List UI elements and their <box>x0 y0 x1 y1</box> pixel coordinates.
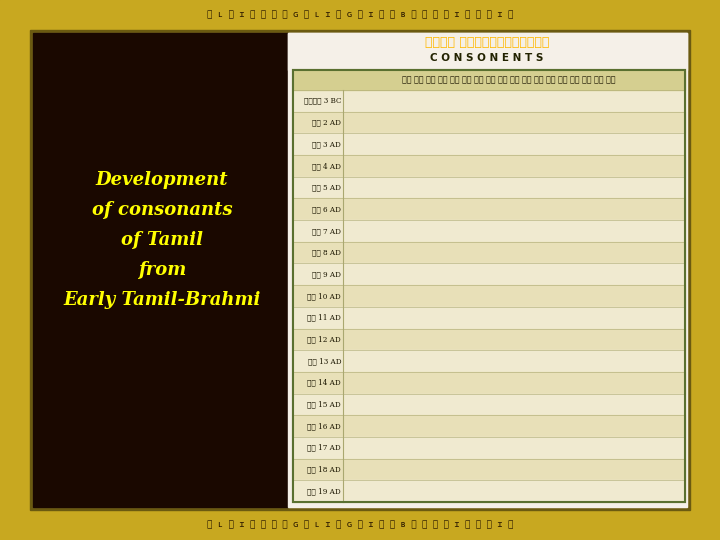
Text: கி 9 AD: கி 9 AD <box>312 271 341 278</box>
Text: கி 10 AD: கி 10 AD <box>307 292 341 300</box>
Bar <box>293 372 685 394</box>
Bar <box>288 33 687 70</box>
Text: of consonants: of consonants <box>91 201 233 219</box>
Bar <box>293 70 685 502</box>
Bar <box>293 133 685 155</box>
Bar <box>293 415 685 437</box>
Bar <box>293 307 685 328</box>
Bar <box>293 242 685 264</box>
Bar <box>0 510 720 540</box>
Bar <box>293 90 685 112</box>
Bar <box>293 328 685 350</box>
Bar <box>0 0 720 30</box>
Bar <box>30 30 690 510</box>
Text: கி 17 AD: கி 17 AD <box>307 444 341 452</box>
Bar <box>293 198 685 220</box>
Text: கி 13 AD: கி 13 AD <box>307 357 341 365</box>
Text: மெய் எழுத்துக்கள்: மெய் எழுத்துக்கள் <box>425 37 549 50</box>
Text: கி 8 AD: கி 8 AD <box>312 248 341 256</box>
Bar <box>293 155 685 177</box>
Text: கி 6 AD: கி 6 AD <box>312 205 341 213</box>
Bar <box>0 0 30 540</box>
Text: கி 14 AD: கி 14 AD <box>307 379 341 387</box>
Text: கி 18 AD: கி 18 AD <box>307 465 341 474</box>
Text: ᴅ ʟ ᴡ ɪ ᴄ ᴛ ᴇ ᴀ ɢ ᴄ ʟ ɪ ᴍ ɢ ᴜ ɪ ᴀ ᴛ ʙ ᴀ ᴄ ᴇ ᴅ ɪ ᴛ ᴇ ᴇ ɪ ᴇ: ᴅ ʟ ᴡ ɪ ᴄ ᴛ ᴇ ᴀ ɢ ᴄ ʟ ɪ ᴍ ɢ ᴜ ɪ ᴀ ᴛ ʙ ᴀ … <box>207 521 513 530</box>
Bar <box>690 0 720 540</box>
Text: Early Tamil-Brahmi: Early Tamil-Brahmi <box>63 291 261 309</box>
Text: கிமு 3 BC: கிமு 3 BC <box>304 97 341 105</box>
Bar <box>33 33 288 507</box>
Text: of Tamil: of Tamil <box>121 231 203 249</box>
Text: கி 12 AD: கி 12 AD <box>307 335 341 343</box>
Text: கி 16 AD: கி 16 AD <box>307 422 341 430</box>
Bar <box>293 394 685 415</box>
Bar <box>293 350 685 372</box>
Text: கி 3 AD: கி 3 AD <box>312 140 341 148</box>
Text: கி 11 AD: கி 11 AD <box>307 314 341 322</box>
Text: கி 7 AD: கி 7 AD <box>312 227 341 235</box>
Text: கி 15 AD: கி 15 AD <box>307 401 341 408</box>
Text: கி 5 AD: கி 5 AD <box>312 184 341 192</box>
Text: க் ங் ச் ஞ் ட் ண் த் ந் ப் ம் ய் ர் ல் வ் ழ் ள் ற் ன்: க் ங் ச் ஞ் ட் ண் த் ந் ப் ம் ய் ர் ல் வ… <box>402 76 616 84</box>
Text: Development: Development <box>96 171 228 189</box>
Bar <box>293 458 685 480</box>
Bar <box>293 285 685 307</box>
Text: கி 19 AD: கி 19 AD <box>307 487 341 495</box>
Bar <box>293 437 685 458</box>
Bar <box>33 33 687 507</box>
Text: கி 4 AD: கி 4 AD <box>312 162 341 170</box>
Text: from: from <box>138 261 186 279</box>
Bar <box>288 33 687 507</box>
Text: ᴅ ʟ ᴡ ɪ ᴄ ᴛ ᴇ ᴀ ɢ ᴄ ʟ ɪ ᴍ ɢ ᴜ ɪ ᴀ ᴛ ʙ ᴀ ᴄ ᴇ ᴅ ɪ ᴛ ᴇ ᴇ ɪ ᴇ: ᴅ ʟ ᴡ ɪ ᴄ ᴛ ᴇ ᴀ ɢ ᴄ ʟ ɪ ᴍ ɢ ᴜ ɪ ᴀ ᴛ ʙ ᴀ … <box>207 10 513 19</box>
Bar <box>293 112 685 133</box>
Bar <box>293 70 685 90</box>
Bar <box>293 480 685 502</box>
Bar <box>293 264 685 285</box>
Text: கி 2 AD: கி 2 AD <box>312 118 341 126</box>
Text: C O N S O N E N T S: C O N S O N E N T S <box>431 53 544 63</box>
Bar <box>293 70 685 502</box>
Bar <box>293 220 685 242</box>
Bar <box>293 177 685 198</box>
